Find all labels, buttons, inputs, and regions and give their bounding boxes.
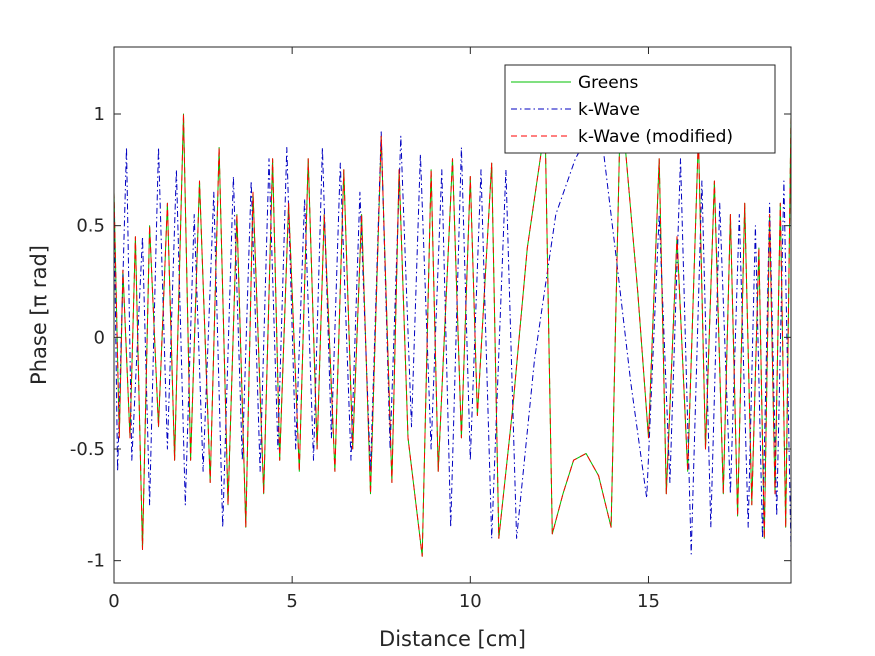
series-layer	[114, 113, 791, 557]
legend-label: k-Wave	[578, 100, 640, 120]
axes-box	[113, 46, 792, 584]
y-tick-label: 0.5	[76, 216, 105, 237]
legend-label: Greens	[578, 73, 638, 93]
ticks-layer: 0 5 10 15 -1 -0.5 0 0.5 1	[70, 47, 791, 612]
y-tick-label: 1	[94, 104, 105, 125]
y-tick-label: 0	[94, 327, 105, 348]
legend: Greens k-Wave k-Wave (modified)	[504, 64, 776, 154]
series-line-k-wave-modified	[114, 113, 791, 557]
y-axis-label: Phase [π rad]	[27, 245, 51, 385]
series-line-k-wave	[114, 131, 791, 555]
y-tick-label: -1	[87, 551, 105, 572]
x-tick-label: 0	[108, 591, 119, 612]
x-axis-label: Distance [cm]	[379, 627, 526, 651]
x-tick-label: 15	[637, 591, 660, 612]
legend-label: k-Wave (modified)	[578, 127, 733, 147]
legend-box	[504, 64, 776, 154]
y-tick-label: -0.5	[70, 439, 105, 460]
x-tick-label: 5	[286, 591, 297, 612]
x-tick-label: 10	[459, 591, 482, 612]
